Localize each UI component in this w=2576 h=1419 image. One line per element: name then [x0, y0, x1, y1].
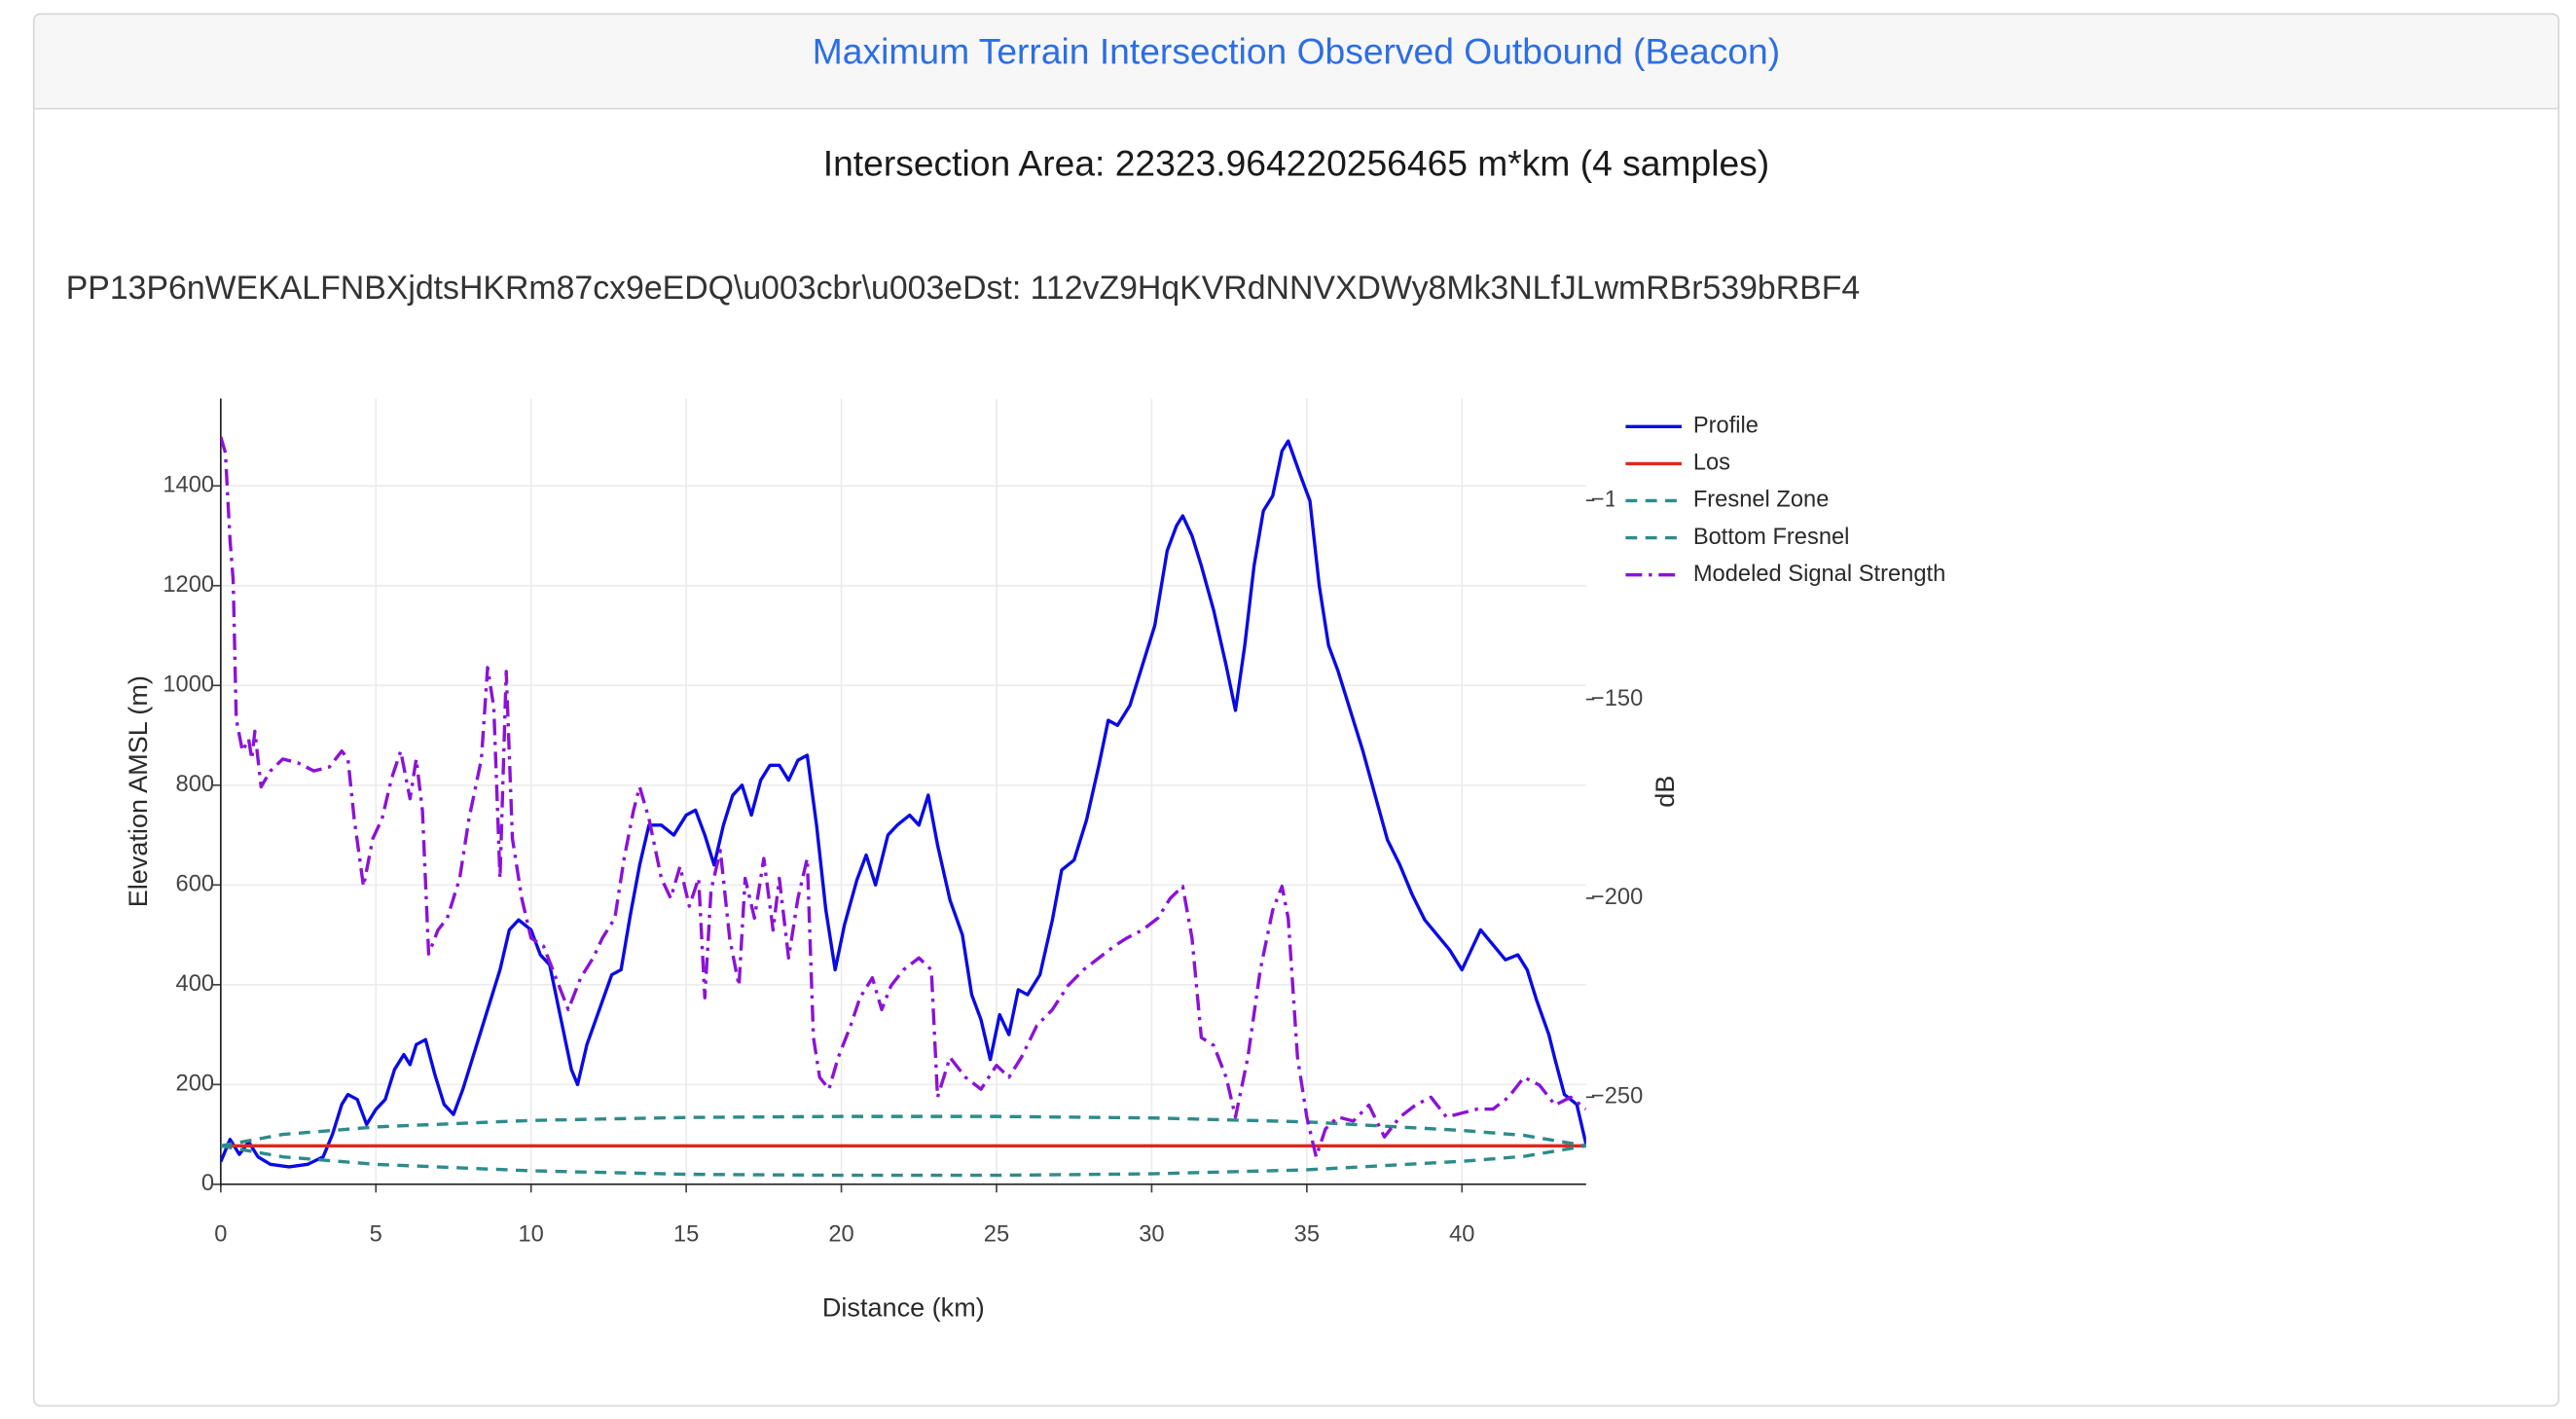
y-tick-label: 200 [176, 1072, 215, 1097]
y-tick-label: 600 [176, 872, 215, 897]
legend-label: Fresnel Zone [1693, 488, 1830, 513]
y-axis-title: Elevation AMSL (m) [123, 675, 153, 907]
series-line [220, 436, 1586, 1159]
card [32, 13, 2560, 1407]
legend-label: Bottom Fresnel [1693, 525, 1850, 550]
plot-area [220, 436, 1586, 1178]
y2-tick-label: −250 [1591, 1084, 1643, 1110]
y-tick-label: 1200 [163, 572, 214, 598]
x-tick-label: 15 [673, 1222, 699, 1248]
x-tick-label: 20 [828, 1222, 853, 1248]
x-tick-label: 40 [1449, 1222, 1474, 1248]
series-line [220, 439, 1586, 1169]
card-header [32, 13, 2560, 110]
x-tick-label: 30 [1139, 1222, 1164, 1248]
y-tick-label: 1400 [163, 473, 214, 498]
y2-tick-label: −200 [1591, 885, 1643, 910]
x-axis-title: Distance (km) [822, 1292, 985, 1323]
legend-label: Profile [1693, 414, 1759, 439]
chart: 0 5 10 15 20 25 30 35 40020040060080010001200140… [123, 398, 1993, 1323]
x-tick-label: 25 [984, 1222, 1009, 1248]
y-tick-label: 800 [176, 772, 215, 797]
x-tick-label: 0 [214, 1222, 227, 1248]
legend-label: Los [1693, 451, 1730, 476]
y-tick-label: 400 [176, 971, 215, 997]
card-title: Maximum Terrain Intersection Observed Ou… [813, 31, 1780, 72]
x-tick-label: 5 [370, 1222, 382, 1248]
y2-tick-label: −150 [1591, 686, 1643, 711]
y2-axis-title: dB [1650, 776, 1680, 808]
heading: Intersection Area: 22323.964220256465 m*… [823, 143, 1769, 184]
x-tick-label: 10 [519, 1222, 544, 1248]
legend-box [1614, 403, 1993, 594]
legend-label: Modeled Signal Strength [1693, 562, 1945, 587]
x-tick-label: 35 [1294, 1222, 1320, 1248]
path-text: PP13P6nWEKALFNBXjdtsHKRm87cx9eEDQ\u003cb… [66, 270, 1860, 307]
y-tick-label: 1000 [163, 673, 214, 698]
y-tick-label: 0 [201, 1171, 214, 1196]
